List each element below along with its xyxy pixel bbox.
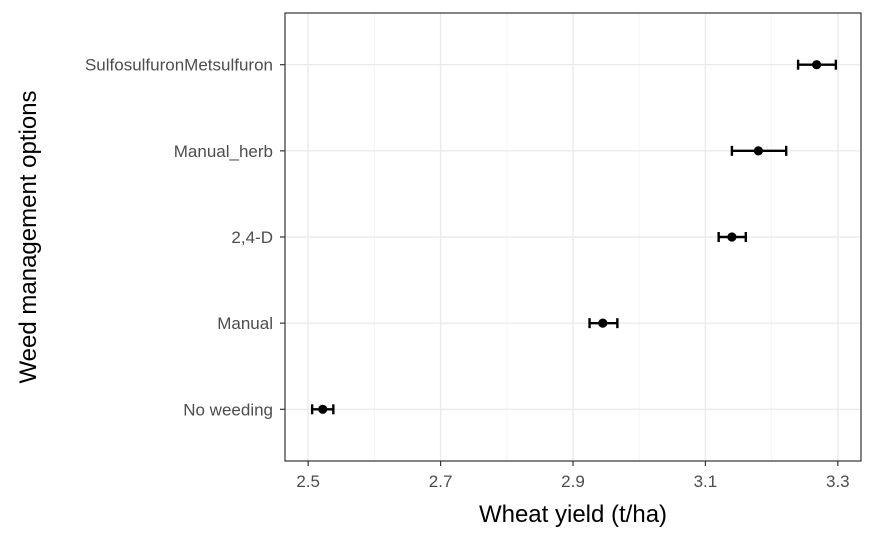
data-points: [318, 60, 822, 414]
y-tick-labels: No weeding Manual 2,4-D Manual_herb Sulfosul…: [85, 56, 273, 420]
x-tick-label: 2.5: [296, 472, 320, 491]
data-point: [727, 232, 737, 242]
grid-major: [285, 13, 861, 461]
x-tick-label: 2.7: [429, 472, 453, 491]
data-point: [753, 146, 763, 156]
y-tick-label: No weeding: [183, 400, 273, 419]
y-tick-label: 2,4-D: [231, 228, 273, 247]
x-tick-label: 2.9: [561, 472, 585, 491]
data-point: [318, 404, 328, 414]
y-tick-label: SulfosulfuronMetsulfuron: [85, 56, 273, 75]
axis-ticks: [280, 64, 839, 466]
x-tick-label: 3.3: [826, 472, 850, 491]
x-axis-title: Wheat yield (t/ha): [479, 501, 667, 528]
y-tick-label: Manual_herb: [174, 142, 273, 161]
y-axis-title: Weed management options: [15, 90, 42, 383]
data-point: [812, 60, 822, 70]
data-point: [598, 318, 608, 328]
y-tick-label: Manual: [217, 314, 273, 333]
x-tick-labels: 2.5 2.7 2.9 3.1 3.3: [296, 472, 849, 491]
x-tick-label: 3.1: [694, 472, 718, 491]
